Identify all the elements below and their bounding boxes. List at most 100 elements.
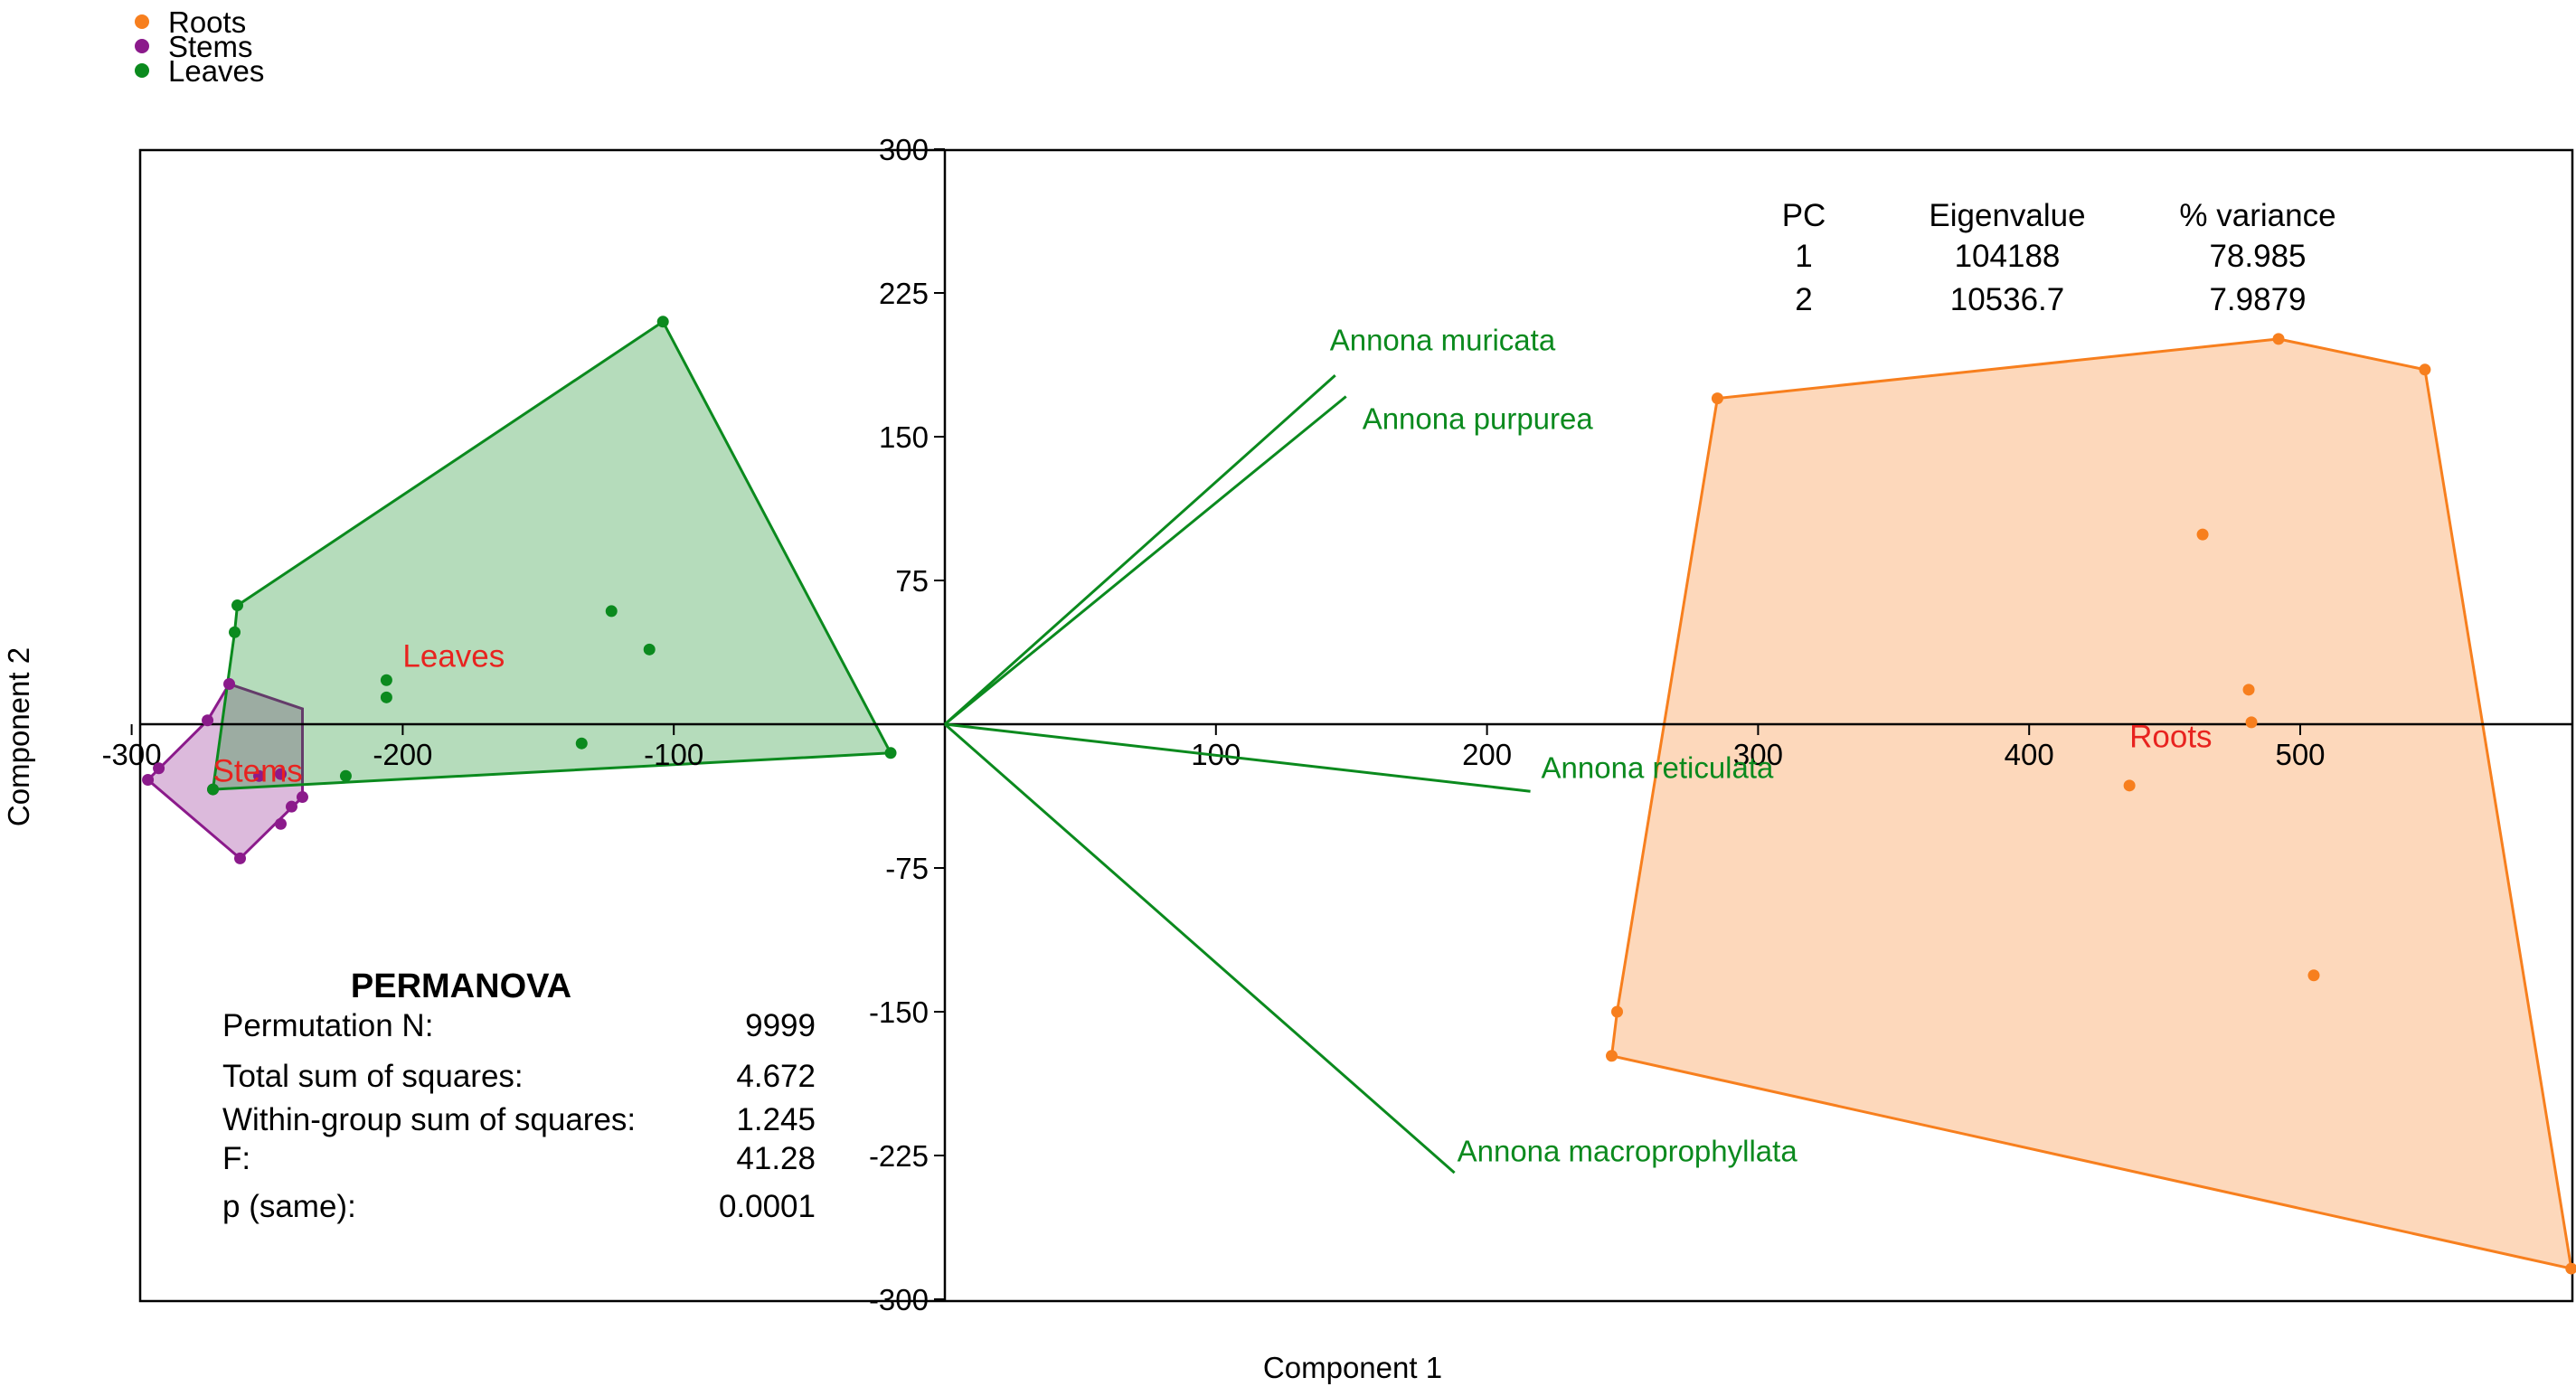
- permanova-label: Within-group sum of squares:: [222, 1102, 636, 1137]
- hull-roots: [1609, 337, 2573, 1271]
- group-label-stems: Stems: [213, 754, 303, 789]
- x-tick-label: 500: [2275, 738, 2325, 771]
- permanova-label: Total sum of squares:: [222, 1059, 524, 1094]
- pc-table-header-eigenvalue: Eigenvalue: [1929, 198, 2085, 233]
- legend-marker-roots: [135, 14, 149, 29]
- y-tick-label: 225: [879, 277, 929, 310]
- point-stems: [253, 769, 266, 782]
- legend-marker-leaves: [135, 63, 149, 78]
- pc-table-cell: 7.9879: [2209, 282, 2306, 317]
- pc-table-cell: 78.985: [2209, 239, 2306, 274]
- point-stems: [223, 677, 236, 690]
- point-roots: [2419, 363, 2431, 376]
- x-tick-label: -300: [102, 738, 162, 771]
- point-leaves: [380, 691, 392, 703]
- permanova-value: 1.245: [736, 1102, 816, 1137]
- point-roots: [1606, 1050, 1618, 1062]
- y-tick-label: 150: [879, 420, 929, 454]
- point-leaves: [339, 769, 352, 782]
- x-tick-label: -200: [373, 738, 432, 771]
- hull-leaves: [211, 319, 893, 791]
- loading-vector-annona-purpurea: [944, 395, 1347, 726]
- point-stems: [202, 714, 214, 727]
- point-stems: [274, 817, 287, 830]
- point-stems: [296, 791, 308, 804]
- point-leaves: [656, 316, 669, 328]
- point-roots: [2272, 333, 2285, 345]
- point-roots: [1711, 392, 1723, 405]
- y-tick-label: -150: [869, 995, 929, 1029]
- pc-table-header-variance: % variance: [2179, 198, 2335, 233]
- point-leaves: [605, 605, 618, 618]
- permanova-value: 0.0001: [719, 1189, 816, 1224]
- pc-table-cell: 1: [1795, 239, 1812, 274]
- y-tick-label: 75: [895, 564, 929, 598]
- point-stems: [285, 800, 297, 813]
- loading-label-annona-purpurea: Annona purpurea: [1363, 402, 1594, 436]
- y-tick-label: -75: [885, 852, 929, 885]
- point-roots: [2196, 528, 2209, 541]
- y-tick-label: 300: [879, 133, 929, 166]
- loading-label-annona-muricata: Annona muricata: [1330, 324, 1556, 357]
- point-roots: [2245, 716, 2258, 729]
- y-tick-label: -225: [869, 1139, 929, 1173]
- plot-frame: [138, 148, 2574, 1303]
- data-points: [142, 316, 2576, 1275]
- group-label-leaves: Leaves: [402, 638, 505, 674]
- pc-table-cell: 10536.7: [1950, 282, 2065, 317]
- x-tick-label: 200: [1462, 738, 1512, 771]
- group-labels: Roots Stems Leaves: [213, 638, 2213, 788]
- y-tick-label: -300: [869, 1283, 929, 1316]
- loading-vector-annona-muricata: [944, 374, 1336, 726]
- point-leaves: [380, 674, 392, 686]
- permanova-label: F:: [222, 1141, 250, 1176]
- permanova-label: p (same):: [222, 1189, 356, 1224]
- legend-label-stems: Stems: [168, 30, 253, 63]
- y-axis-title: Component 2: [2, 647, 35, 826]
- point-roots: [2307, 969, 2320, 982]
- loading-label-annona-macroprophyllata: Annona macroprophyllata: [1458, 1134, 1798, 1167]
- point-stems: [142, 773, 155, 786]
- point-stems: [153, 762, 165, 775]
- permanova-table: PERMANOVA Permutation N: 9999 Total sum …: [222, 967, 816, 1224]
- legend: Roots Stems Leaves: [135, 5, 264, 88]
- permanova-value: 41.28: [736, 1141, 816, 1176]
- x-tick-label: 300: [1733, 738, 1783, 771]
- permanova-value: 4.672: [736, 1059, 816, 1094]
- point-leaves: [207, 783, 220, 796]
- group-hulls: [146, 319, 2573, 1271]
- point-roots: [2123, 779, 2136, 792]
- permanova-value: 9999: [745, 1008, 816, 1043]
- point-stems: [274, 768, 287, 780]
- point-roots: [2242, 684, 2255, 696]
- loading-vector-annona-macroprophyllata: [944, 722, 1456, 1174]
- pc-table-cell: 104188: [1955, 239, 2061, 274]
- point-leaves: [575, 737, 588, 750]
- point-leaves: [229, 626, 241, 638]
- point-leaves: [884, 747, 897, 759]
- x-tick-label: 400: [2005, 738, 2054, 771]
- point-roots: [1611, 1005, 1624, 1018]
- permanova-title: PERMANOVA: [351, 967, 571, 1005]
- point-leaves: [643, 643, 656, 656]
- pc-table-cell: 2: [1795, 282, 1812, 317]
- point-roots: [2565, 1262, 2576, 1275]
- point-leaves: [231, 599, 244, 612]
- axes: -300-200-10010020030040050030022515075-7…: [102, 133, 2572, 1316]
- legend-marker-stems: [135, 39, 149, 53]
- loading-vectors: Annona muricata Annona purpurea Annona ret…: [944, 324, 1798, 1174]
- group-label-roots: Roots: [2129, 719, 2212, 754]
- loading-label-annona-reticulata: Annona reticulata: [1542, 750, 1774, 784]
- legend-label-leaves: Leaves: [168, 54, 264, 88]
- plot-frame-rect: [138, 148, 2574, 1303]
- x-tick-label: -100: [644, 738, 703, 771]
- loading-vector-annona-reticulata: [944, 722, 1531, 793]
- pc-eigenvalue-table: PC Eigenvalue % variance 1 104188 78.985…: [1782, 198, 2336, 317]
- legend-label-roots: Roots: [168, 5, 246, 39]
- pc-table-header-pc: PC: [1782, 198, 1826, 233]
- x-axis-title: Component 1: [1263, 1351, 1442, 1384]
- point-stems: [234, 852, 247, 864]
- permanova-label: Permutation N:: [222, 1008, 433, 1043]
